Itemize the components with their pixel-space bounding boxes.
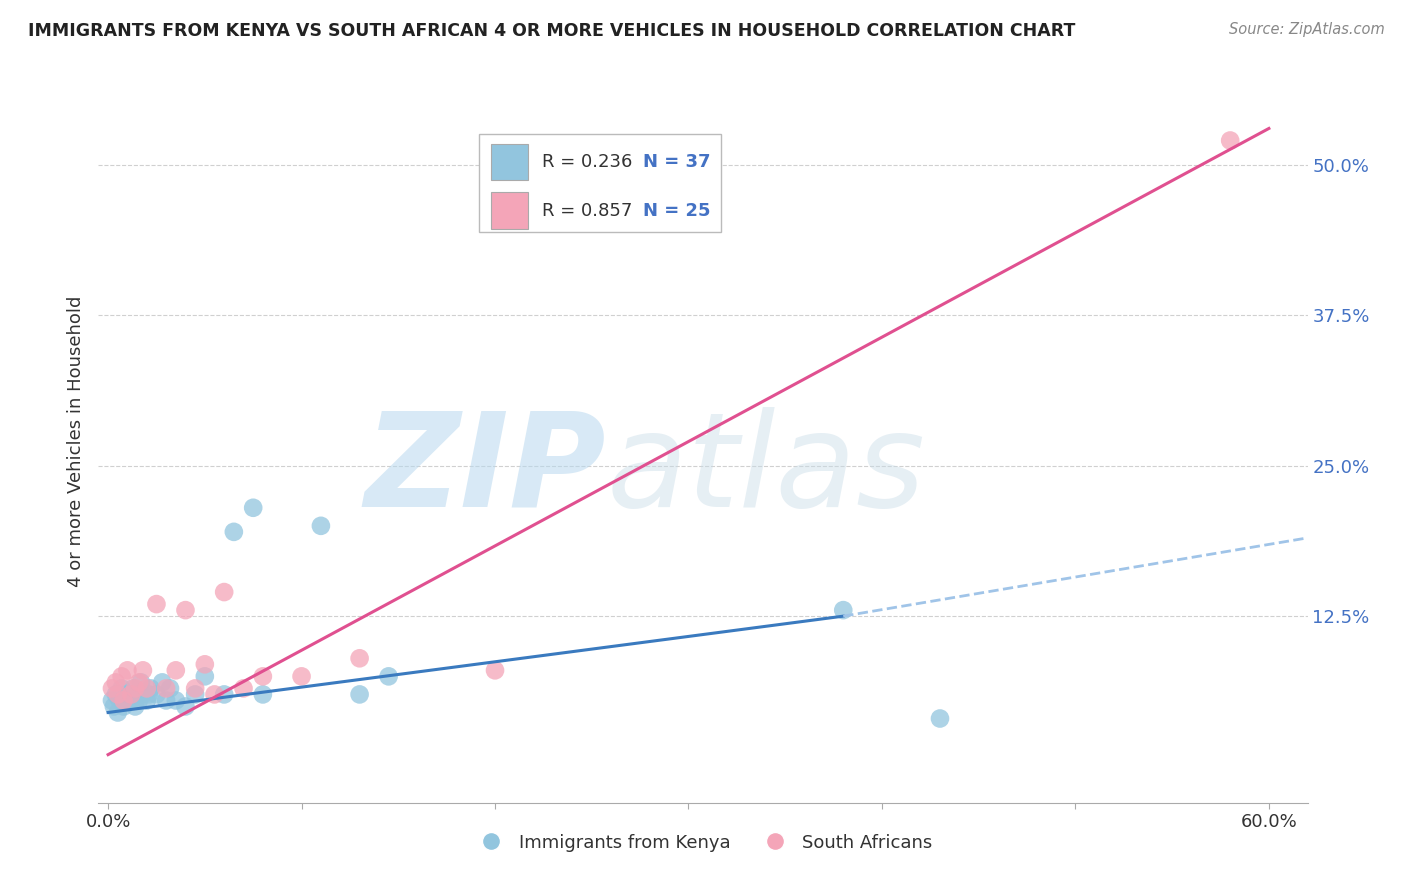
Point xyxy=(124,681,146,696)
Point xyxy=(309,518,332,533)
Point xyxy=(159,681,181,696)
Point xyxy=(107,706,129,720)
Point xyxy=(122,681,145,696)
Point xyxy=(120,687,142,701)
Point xyxy=(212,687,235,701)
Point xyxy=(101,681,124,696)
Point xyxy=(129,675,152,690)
Point xyxy=(252,669,274,683)
Point xyxy=(204,687,226,701)
Point xyxy=(212,585,235,599)
Point xyxy=(174,699,197,714)
Point xyxy=(112,693,135,707)
Text: R = 0.236: R = 0.236 xyxy=(543,153,633,170)
Point xyxy=(377,669,399,683)
Point xyxy=(127,687,149,701)
Point xyxy=(174,603,197,617)
Point xyxy=(104,687,127,701)
Point xyxy=(128,675,150,690)
Point xyxy=(103,699,125,714)
Point xyxy=(135,693,157,707)
Point xyxy=(150,675,173,690)
Point xyxy=(165,664,187,678)
Point xyxy=(184,681,207,696)
Point xyxy=(145,597,167,611)
Point xyxy=(252,687,274,701)
Point xyxy=(832,603,855,617)
Point xyxy=(111,669,134,683)
Point xyxy=(117,693,139,707)
Point xyxy=(155,681,177,696)
Point xyxy=(138,687,160,701)
Point xyxy=(929,712,952,726)
Point xyxy=(118,687,141,701)
Point xyxy=(290,669,312,683)
Text: IMMIGRANTS FROM KENYA VS SOUTH AFRICAN 4 OR MORE VEHICLES IN HOUSEHOLD CORRELATI: IMMIGRANTS FROM KENYA VS SOUTH AFRICAN 4… xyxy=(28,22,1076,40)
Point xyxy=(1219,133,1241,147)
Point xyxy=(194,669,217,683)
Point xyxy=(155,693,177,707)
Point xyxy=(139,681,162,696)
Point xyxy=(194,657,217,672)
Point xyxy=(242,500,264,515)
FancyBboxPatch shape xyxy=(492,144,527,180)
Legend: Immigrants from Kenya, South Africans: Immigrants from Kenya, South Africans xyxy=(467,826,939,859)
Point xyxy=(101,693,124,707)
Point xyxy=(117,664,139,678)
Point xyxy=(107,687,129,701)
Point xyxy=(128,693,150,707)
Text: N = 25: N = 25 xyxy=(643,202,710,219)
Text: R = 0.857: R = 0.857 xyxy=(543,202,633,219)
Point xyxy=(132,664,155,678)
Point xyxy=(145,687,167,701)
FancyBboxPatch shape xyxy=(492,193,527,228)
Point xyxy=(108,693,131,707)
Point xyxy=(165,693,187,707)
Point xyxy=(222,524,245,539)
Point xyxy=(104,675,127,690)
Point xyxy=(232,681,254,696)
Y-axis label: 4 or more Vehicles in Household: 4 or more Vehicles in Household xyxy=(66,296,84,587)
Point xyxy=(124,699,146,714)
Point xyxy=(349,687,371,701)
Point xyxy=(484,664,506,678)
Point xyxy=(135,681,157,696)
Point xyxy=(132,687,155,701)
Text: N = 37: N = 37 xyxy=(643,153,710,170)
Point xyxy=(111,681,134,696)
Point xyxy=(349,651,371,665)
Point xyxy=(184,687,207,701)
Text: atlas: atlas xyxy=(606,407,925,534)
Point xyxy=(112,699,135,714)
Point xyxy=(114,687,136,701)
Text: ZIP: ZIP xyxy=(364,407,606,534)
Point xyxy=(120,693,142,707)
FancyBboxPatch shape xyxy=(479,135,721,232)
Text: Source: ZipAtlas.com: Source: ZipAtlas.com xyxy=(1229,22,1385,37)
